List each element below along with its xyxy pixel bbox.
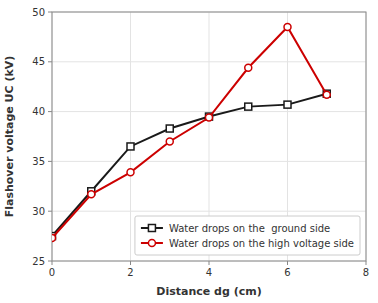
x-tick <box>130 261 131 265</box>
point <box>284 23 291 30</box>
point <box>323 91 330 98</box>
x-tick-label: 0 <box>49 267 55 278</box>
point <box>88 191 95 198</box>
point <box>166 125 173 132</box>
y-tick <box>48 211 52 212</box>
series <box>52 23 330 241</box>
point <box>323 90 330 97</box>
x-tick <box>52 261 53 265</box>
point <box>245 64 252 71</box>
y-tick <box>48 161 52 162</box>
point <box>206 113 213 120</box>
point <box>52 235 56 242</box>
plot-area <box>52 23 330 241</box>
axes: 0 2 4 6 8 25 30 35 40 45 50 <box>32 7 369 279</box>
y-tick <box>48 111 52 112</box>
x-tick <box>287 261 288 265</box>
y-tick-label: 40 <box>32 106 45 117</box>
legend-label: Water drops on the ground side <box>169 223 330 234</box>
y-tick <box>48 12 52 13</box>
legend-marker <box>148 225 155 232</box>
x-tick-label: 8 <box>363 267 369 278</box>
y-tick-label: 30 <box>32 206 45 217</box>
x-tick <box>366 261 367 265</box>
y-tick-label: 45 <box>32 56 45 67</box>
y-tick <box>48 61 52 62</box>
grid <box>52 12 366 261</box>
point <box>127 169 134 176</box>
y-tick <box>48 261 52 262</box>
legend-box <box>135 216 360 255</box>
x-tick-label: 2 <box>127 267 133 278</box>
point <box>284 101 291 108</box>
legend: Water drops on the ground side Water drop… <box>135 216 360 255</box>
legend-label: Water drops on the high voltage side <box>169 238 354 249</box>
chart-container: 0 2 4 6 8 25 30 35 40 45 50 Distance dg (cm) Flashov… <box>0 0 378 303</box>
y-tick-label: 25 <box>32 256 45 267</box>
point <box>127 143 134 150</box>
x-tick-label: 4 <box>206 267 212 278</box>
point <box>206 114 213 121</box>
chart: 0 2 4 6 8 25 30 35 40 45 50 Distance dg (cm) Flashov… <box>0 0 378 303</box>
line <box>52 94 327 236</box>
y-tick-label: 35 <box>32 156 45 167</box>
point <box>245 103 252 110</box>
y-tick-label: 50 <box>32 7 45 18</box>
plot-frame <box>52 12 366 261</box>
line <box>52 27 327 238</box>
legend-marker <box>148 240 155 247</box>
point <box>166 138 173 145</box>
grid-line <box>130 12 131 261</box>
x-tick <box>209 261 210 265</box>
x-axis-label: Distance dg (cm) <box>156 285 261 298</box>
x-tick-label: 6 <box>284 267 290 278</box>
y-axis-label: Flashover voltage UC (kV) <box>3 56 16 218</box>
